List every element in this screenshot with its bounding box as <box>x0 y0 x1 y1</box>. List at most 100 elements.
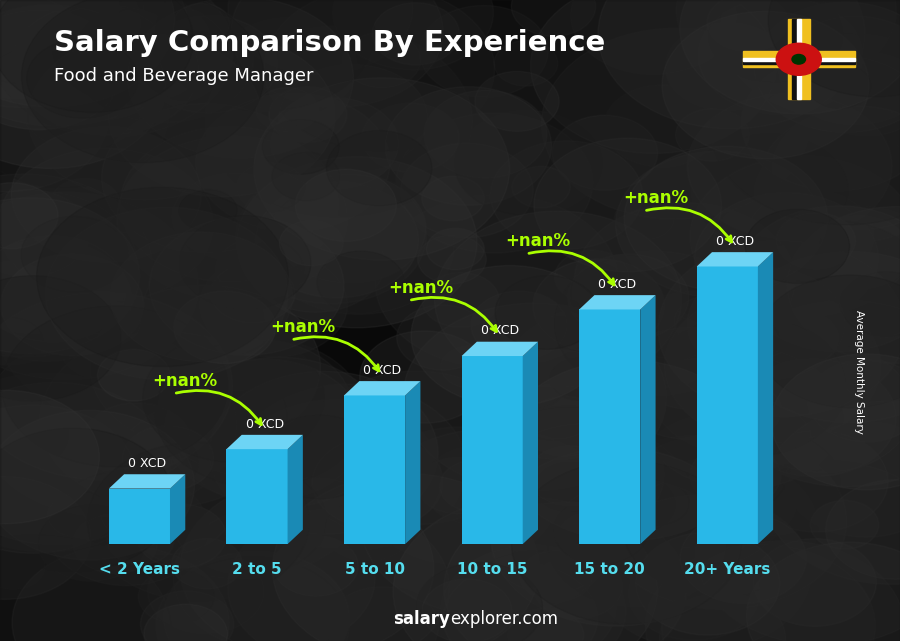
Polygon shape <box>697 252 773 267</box>
Circle shape <box>731 359 896 476</box>
Circle shape <box>761 110 900 242</box>
Circle shape <box>471 291 567 360</box>
Circle shape <box>137 504 226 568</box>
Circle shape <box>139 570 214 624</box>
Bar <box>742 61 855 64</box>
Circle shape <box>418 235 486 284</box>
Circle shape <box>692 134 848 246</box>
Circle shape <box>28 33 262 200</box>
Circle shape <box>480 350 634 460</box>
Circle shape <box>174 357 386 508</box>
Circle shape <box>423 445 536 526</box>
Circle shape <box>219 18 357 116</box>
Circle shape <box>553 497 649 565</box>
Text: Salary Comparison By Experience: Salary Comparison By Experience <box>54 29 605 57</box>
Circle shape <box>665 23 788 110</box>
Circle shape <box>0 240 132 362</box>
Text: Food and Beverage Manager: Food and Beverage Manager <box>54 67 313 85</box>
Circle shape <box>528 445 612 506</box>
Circle shape <box>274 536 358 596</box>
Circle shape <box>99 459 233 554</box>
Circle shape <box>730 251 900 422</box>
Circle shape <box>754 132 900 258</box>
Circle shape <box>140 30 238 101</box>
Circle shape <box>707 0 788 51</box>
Circle shape <box>0 40 169 188</box>
Text: 0 XCD: 0 XCD <box>364 364 401 377</box>
Circle shape <box>491 141 643 249</box>
Circle shape <box>598 0 865 129</box>
Circle shape <box>205 26 472 217</box>
Circle shape <box>17 5 199 135</box>
Circle shape <box>0 399 68 470</box>
Circle shape <box>547 479 725 607</box>
Circle shape <box>568 254 688 340</box>
Bar <box>462 356 523 544</box>
Bar <box>788 19 810 99</box>
Circle shape <box>97 349 170 401</box>
Circle shape <box>165 360 364 501</box>
Circle shape <box>475 317 648 440</box>
Circle shape <box>0 0 194 112</box>
Circle shape <box>0 198 140 354</box>
Circle shape <box>759 310 839 367</box>
Circle shape <box>635 532 779 635</box>
Circle shape <box>233 384 466 550</box>
Circle shape <box>375 195 618 368</box>
Polygon shape <box>523 342 538 544</box>
Circle shape <box>117 136 347 300</box>
Circle shape <box>439 460 514 512</box>
Circle shape <box>443 563 598 641</box>
Circle shape <box>360 331 489 423</box>
Text: 0 XCD: 0 XCD <box>128 457 166 470</box>
Circle shape <box>362 103 459 172</box>
Circle shape <box>535 462 606 512</box>
Text: 0 XCD: 0 XCD <box>716 235 754 248</box>
Circle shape <box>674 296 747 347</box>
Circle shape <box>422 579 512 641</box>
Circle shape <box>0 373 171 551</box>
Circle shape <box>592 475 675 534</box>
Circle shape <box>0 262 78 365</box>
Circle shape <box>400 143 533 238</box>
Circle shape <box>0 0 140 108</box>
Circle shape <box>776 213 855 269</box>
Circle shape <box>324 499 412 561</box>
Circle shape <box>676 108 750 161</box>
Circle shape <box>0 174 152 357</box>
Circle shape <box>482 423 690 571</box>
Circle shape <box>0 428 174 572</box>
Circle shape <box>211 263 295 323</box>
Circle shape <box>600 433 847 610</box>
Circle shape <box>269 87 346 142</box>
Circle shape <box>37 187 288 367</box>
Circle shape <box>441 545 626 641</box>
Circle shape <box>0 183 58 249</box>
Circle shape <box>173 465 327 576</box>
Circle shape <box>260 415 378 499</box>
Circle shape <box>769 0 900 97</box>
Circle shape <box>533 259 664 353</box>
Circle shape <box>228 0 413 74</box>
Circle shape <box>571 0 736 74</box>
Text: +nan%: +nan% <box>623 189 688 208</box>
Circle shape <box>396 113 592 253</box>
Polygon shape <box>288 435 303 544</box>
Circle shape <box>38 505 145 581</box>
Circle shape <box>454 111 602 215</box>
Circle shape <box>776 44 821 75</box>
Circle shape <box>50 178 120 228</box>
Circle shape <box>256 88 319 132</box>
Circle shape <box>279 221 343 266</box>
Circle shape <box>179 190 237 231</box>
Polygon shape <box>227 435 303 449</box>
Circle shape <box>613 315 715 388</box>
Circle shape <box>200 252 347 357</box>
Circle shape <box>658 240 900 417</box>
Circle shape <box>418 458 496 513</box>
Circle shape <box>143 333 324 462</box>
Circle shape <box>173 3 230 44</box>
Circle shape <box>604 85 719 167</box>
Text: +nan%: +nan% <box>270 319 336 337</box>
Circle shape <box>272 152 340 201</box>
